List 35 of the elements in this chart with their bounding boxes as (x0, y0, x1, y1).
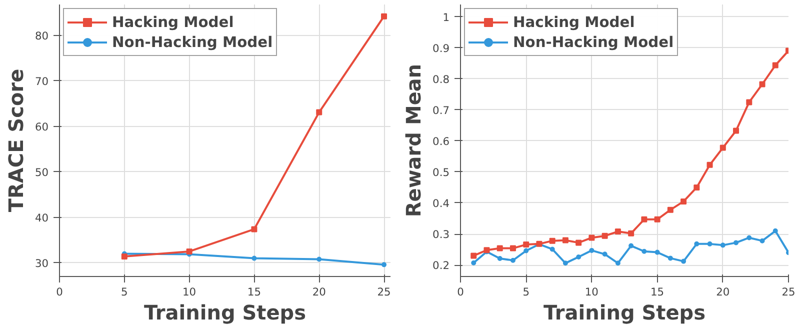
y-axis-title: TRACE Score (4, 68, 28, 212)
x-tick-label: 0 (457, 286, 464, 298)
x-axis-title: Training Steps (543, 300, 706, 324)
legend-label: Non-Hacking Model (112, 34, 273, 50)
legend-label: Hacking Model (112, 14, 234, 30)
y-tick-label: 0.9 (432, 42, 450, 55)
legend-label: Hacking Model (513, 14, 635, 30)
y-tick-label: 0.3 (432, 228, 450, 242)
y-tick-label: 50 (34, 166, 49, 179)
y-tick-label: 0.4 (432, 196, 450, 210)
y-tick-label: 60 (34, 120, 49, 134)
x-tick-label: 25 (377, 286, 391, 298)
y-tick-label: 1 (442, 10, 450, 24)
y-tick-label: 0.6 (432, 134, 450, 148)
x-tick-label: 15 (247, 286, 261, 298)
y-axis-title: Reward Mean (402, 64, 426, 218)
y-tick-label: 80 (34, 29, 49, 42)
y-tick-label: 40 (34, 211, 49, 224)
x-tick-label: 20 (312, 286, 326, 298)
x-tick-label: 5 (522, 286, 530, 298)
y-tick-label: 0.5 (432, 166, 450, 179)
legend-label: Non-Hacking Model (513, 34, 674, 50)
x-tick-label: 20 (716, 286, 730, 298)
y-tick-label: 0.2 (432, 259, 450, 272)
x-tick-label: 15 (650, 286, 664, 298)
y-tick-label: 0.8 (432, 72, 450, 86)
x-tick-label: 5 (121, 286, 128, 298)
x-tick-label: 0 (56, 286, 64, 298)
x-tick-label: 10 (584, 286, 599, 298)
y-tick-label: 0.7 (432, 104, 450, 117)
x-tick-label: 25 (782, 286, 796, 298)
x-tick-label: 10 (182, 286, 196, 298)
x-axis-title: Training Steps (144, 300, 306, 324)
y-tick-label: 30 (34, 256, 49, 270)
y-tick-label: 70 (34, 74, 49, 88)
